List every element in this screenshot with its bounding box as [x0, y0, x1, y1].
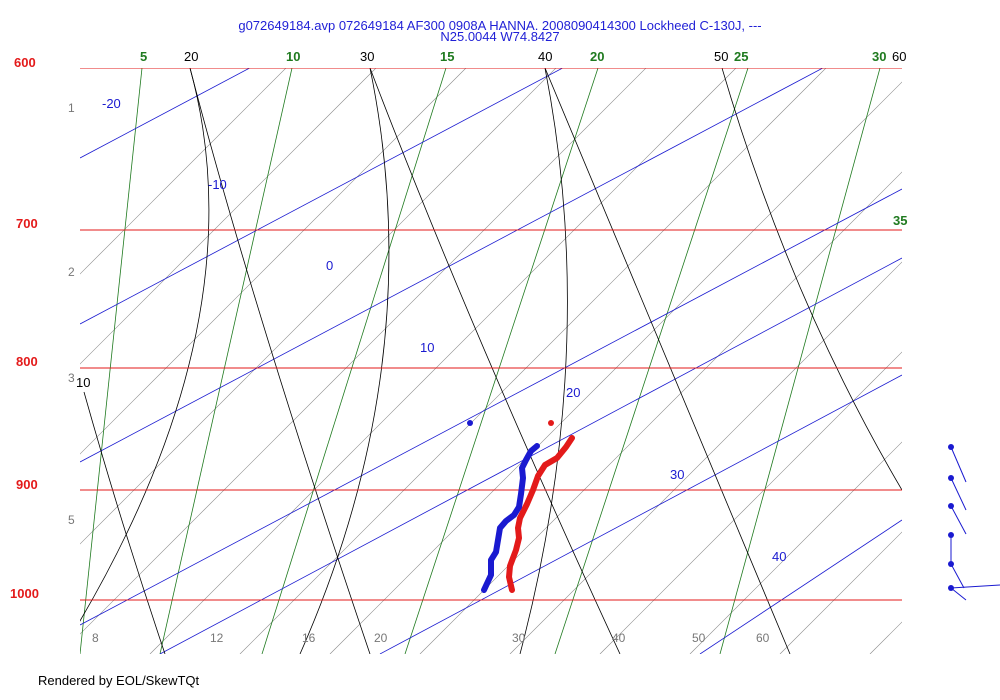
- black-line-label-3: 40: [538, 49, 552, 64]
- gray-line-3: [80, 68, 557, 545]
- pressure-label-1: 700: [16, 216, 38, 231]
- blue-line-1: [80, 68, 564, 325]
- gray-line-9: [509, 261, 902, 654]
- blue-line-label-2: 0: [326, 258, 333, 273]
- bottom-tick-label-1: 12: [210, 631, 224, 645]
- blue-line-label-0: -20: [102, 96, 121, 111]
- mixing-ratio-label-5: 30: [872, 49, 886, 64]
- mixing-ratio-line-4: [554, 68, 749, 654]
- mixing-ratio-label-0: 5: [140, 49, 147, 64]
- black-line-label-2: 30: [360, 49, 374, 64]
- wind-barb-staff-2: [950, 505, 967, 535]
- gray-line-2: [80, 68, 467, 455]
- blue-line-label-6: 40: [772, 549, 786, 564]
- bottom-tick-label-0: 8: [92, 631, 99, 645]
- gray-line-1: [80, 68, 377, 365]
- wind-barb-staff-0: [950, 446, 967, 483]
- wind-barbs: [948, 444, 1000, 601]
- chart-title: g072649184.avp 072649184 AF300 0908A HAN…: [238, 18, 761, 33]
- mixing-ratio-line-0: [80, 68, 143, 654]
- wind-barb-staff-5: [950, 584, 1000, 589]
- blue-line-label-4: 20: [566, 385, 580, 400]
- blue-line-6: [699, 519, 902, 654]
- pressure-label-4: 1000: [10, 586, 39, 601]
- black-line-label-0: 10: [76, 375, 90, 390]
- blue-line-3: [80, 188, 902, 626]
- blue-line-label-1: -10: [208, 177, 227, 192]
- gray-line-4: [80, 68, 647, 635]
- diagram-grid: [80, 68, 902, 654]
- bottom-tick-label-5: 40: [612, 631, 626, 645]
- black-line-2: [519, 68, 568, 654]
- mixing-ratio-label-4: 25: [734, 49, 748, 64]
- bottom-tick-label-7: 60: [756, 631, 770, 645]
- sounding-profiles: [467, 420, 575, 593]
- blue-line-label-5: 30: [670, 467, 684, 482]
- wind-barb-extra: [950, 587, 967, 601]
- gray-line-12: [779, 531, 902, 654]
- temperature-trace: [506, 435, 575, 593]
- mixing-ratio-label-3: 20: [590, 49, 604, 64]
- gray-line-0: [80, 68, 287, 275]
- gray-line-8: [419, 171, 902, 654]
- black-line-1: [299, 68, 390, 654]
- mixing-ratio-label-2: 15: [440, 49, 454, 64]
- height-label-0: 1: [68, 101, 75, 115]
- wind-barb-staff-1: [950, 477, 967, 511]
- height-label-3: 5: [68, 513, 75, 527]
- gray-line-6: [239, 68, 827, 654]
- black-line-6: [369, 68, 621, 654]
- blue-line-0: [80, 68, 251, 159]
- black-line-label-4: 50: [714, 49, 728, 64]
- surface-point-1: [467, 420, 473, 426]
- footer-credit: Rendered by EOL/SkewTQt: [38, 673, 200, 688]
- gray-line-13: [869, 621, 902, 654]
- black-line-label-5: 60: [892, 49, 906, 64]
- gray-line-7: [329, 81, 902, 654]
- height-label-2: 3: [68, 371, 75, 385]
- gray-line-5: [149, 68, 737, 654]
- mixing-ratio-line-1: [159, 68, 293, 654]
- pressure-label-3: 900: [16, 477, 38, 492]
- black-line-7: [544, 68, 791, 654]
- gray-line-11: [689, 441, 902, 654]
- pressure-label-0: 600: [14, 55, 36, 70]
- black-line-0: [80, 68, 210, 622]
- wind-barb-staff-4: [950, 563, 965, 589]
- mixing-ratio-line-2: [261, 68, 447, 654]
- black-line-4: [83, 391, 166, 654]
- black-line-5: [189, 68, 371, 654]
- bottom-tick-label-6: 50: [692, 631, 706, 645]
- chart-subtitle: N25.0044 W74.8427: [440, 29, 559, 44]
- bottom-tick-label-4: 30: [512, 631, 526, 645]
- pressure-label-2: 800: [16, 354, 38, 369]
- blue-line-2: [80, 68, 824, 463]
- height-label-1: 2: [68, 265, 75, 279]
- mixing-ratio-line-5: [719, 68, 881, 654]
- mixing-ratio-label-6: 35: [893, 213, 907, 228]
- mixing-ratio-label-1: 10: [286, 49, 300, 64]
- surface-point-0: [548, 420, 554, 426]
- black-line-3: [721, 68, 902, 491]
- blue-line-5: [379, 374, 902, 654]
- black-line-label-1: 20: [184, 49, 198, 64]
- mixing-ratio-line-3: [404, 68, 599, 654]
- bottom-tick-label-3: 20: [374, 631, 388, 645]
- dewpoint-trace: [481, 443, 540, 593]
- blue-line-label-3: 10: [420, 340, 434, 355]
- bottom-tick-label-2: 16: [302, 631, 316, 645]
- gray-line-10: [599, 351, 902, 654]
